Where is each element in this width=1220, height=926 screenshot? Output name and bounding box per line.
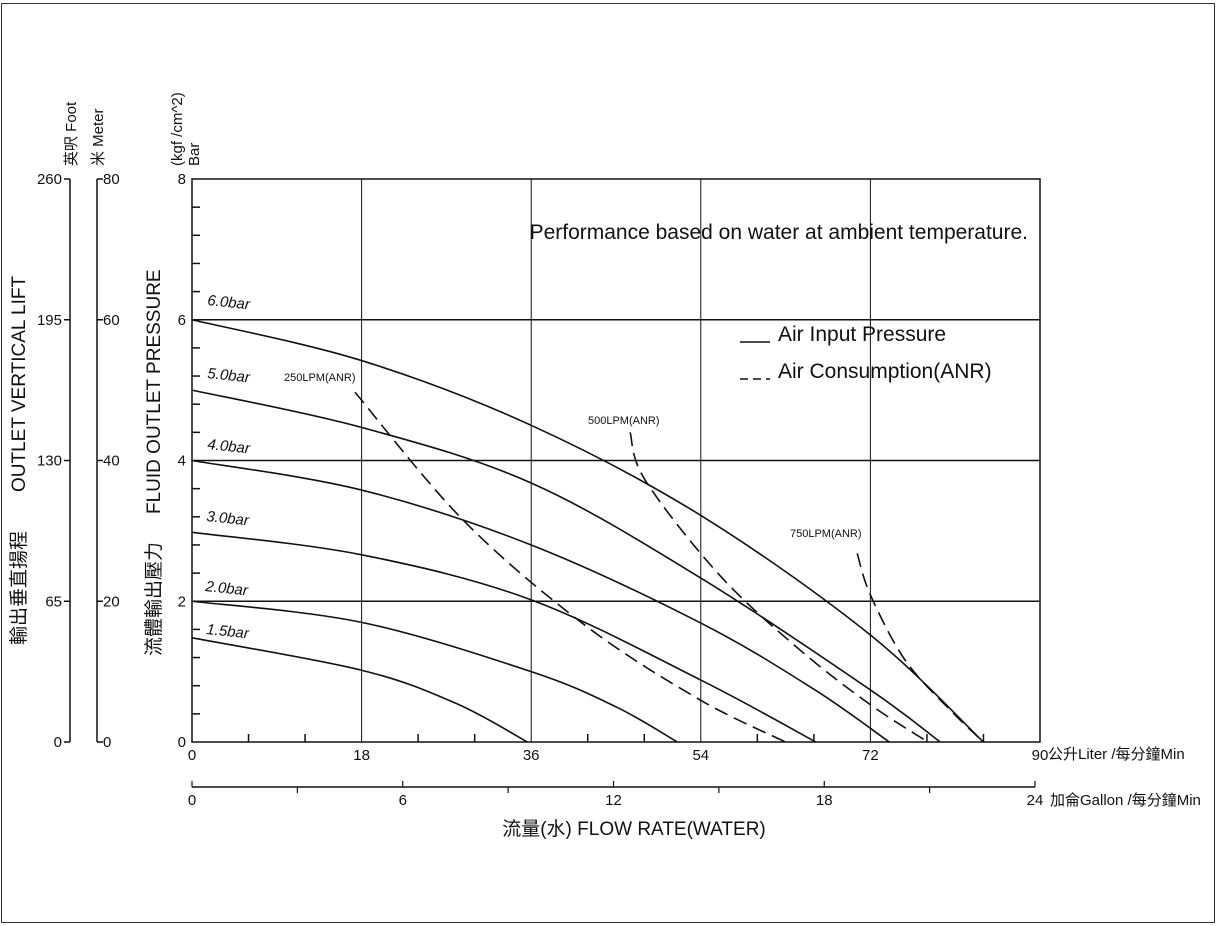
gallon-tick-label: 0 bbox=[188, 792, 196, 809]
series-60bar bbox=[191, 318, 985, 743]
chart-frame bbox=[1, 3, 1215, 923]
foot-tick-label: 0 bbox=[54, 734, 62, 751]
series-20bar bbox=[191, 600, 678, 743]
meter-tick-label: 80 bbox=[103, 171, 120, 188]
y-tick-label: 6 bbox=[178, 312, 186, 329]
meter-tick-label: 20 bbox=[103, 593, 120, 610]
series-label: 1.5bar bbox=[206, 621, 251, 642]
meter-tick-label: 40 bbox=[103, 453, 120, 470]
series-750lpmanr bbox=[856, 553, 985, 743]
meter-tick-label: 60 bbox=[103, 312, 120, 329]
foot-tick-label: 195 bbox=[37, 312, 62, 329]
x-tick-label: 0 bbox=[188, 747, 196, 764]
pressure-axis-title: FLUID OUTLET PRESSURE bbox=[144, 269, 165, 514]
x-unit-liter: 公升Liter /每分鐘Min bbox=[1048, 746, 1185, 763]
series-40bar bbox=[191, 459, 890, 743]
y-tick-label: 0 bbox=[178, 734, 186, 751]
pressure-axis-title-cn: 流體輸出壓力 bbox=[143, 542, 165, 656]
series-label: 250LPM(ANR) bbox=[284, 372, 356, 384]
series-15bar bbox=[191, 637, 528, 743]
series-250lpmanr bbox=[354, 391, 786, 743]
x-tick-label: 36 bbox=[523, 747, 540, 764]
x-tick-label: 18 bbox=[353, 747, 370, 764]
foot-tick-label: 130 bbox=[37, 453, 62, 470]
lift-axis-title-cn: 輸出垂直揚程 bbox=[8, 531, 30, 645]
series-50bar bbox=[191, 389, 941, 743]
series-label: 3.0bar bbox=[206, 508, 251, 529]
x-tick-label: 72 bbox=[862, 747, 879, 764]
meter-tick-label: 0 bbox=[103, 734, 111, 751]
foot-tick-label: 65 bbox=[45, 593, 62, 610]
pressure-unit-bar: Bar bbox=[186, 143, 203, 166]
gallon-tick-label: 6 bbox=[399, 792, 407, 809]
gallon-tick-label: 18 bbox=[816, 792, 833, 809]
series-label: 750LPM(ANR) bbox=[790, 528, 862, 540]
lift-axis-title: OUTLET VERTICAL LIFT bbox=[9, 276, 30, 492]
x-unit-gallon: 加侖Gallon /每分鐘Min bbox=[1050, 792, 1201, 809]
series-label: 6.0bar bbox=[207, 292, 252, 313]
series-label: 500LPM(ANR) bbox=[588, 415, 660, 427]
series-label: 2.0bar bbox=[204, 578, 250, 600]
series-30bar bbox=[191, 531, 817, 743]
series-label: 5.0bar bbox=[207, 365, 252, 386]
pressure-unit-kgf: (kgf /cm^2) bbox=[169, 92, 186, 166]
foot-tick-label: 260 bbox=[37, 171, 62, 188]
y-tick-label: 8 bbox=[178, 171, 186, 188]
gallon-tick-label: 24 bbox=[1027, 792, 1044, 809]
series-500lpmanr bbox=[629, 432, 929, 743]
legend-label: Air Input Pressure bbox=[778, 323, 946, 346]
x-axis-title: 流量(水) FLOW RATE(WATER) bbox=[502, 818, 766, 840]
series-label: 4.0bar bbox=[207, 436, 252, 457]
legend-label: Air Consumption(ANR) bbox=[778, 360, 992, 383]
x-tick-label: 54 bbox=[692, 747, 709, 764]
chart-note: Performance based on water at ambient te… bbox=[530, 221, 1028, 244]
y-tick-label: 4 bbox=[178, 453, 186, 470]
meter-unit: 米 Meter bbox=[90, 108, 107, 166]
foot-unit: 英呎 Foot bbox=[62, 101, 80, 166]
y-tick-label: 2 bbox=[178, 593, 186, 610]
x-tick-label: 90 bbox=[1032, 747, 1049, 764]
gallon-tick-label: 12 bbox=[605, 792, 622, 809]
